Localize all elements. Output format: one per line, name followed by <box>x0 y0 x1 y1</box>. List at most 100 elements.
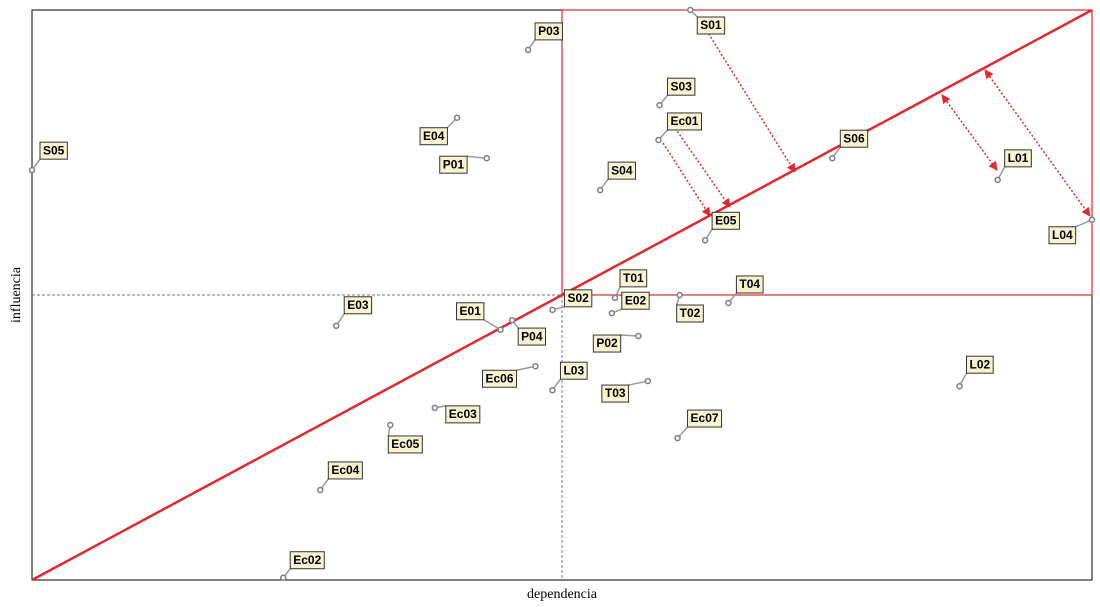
label-box <box>39 141 68 160</box>
point-label: T02 <box>680 306 701 320</box>
point-label: Ec05 <box>391 437 419 451</box>
point <box>524 46 532 54</box>
point-group: S05 <box>28 141 68 174</box>
point <box>611 294 619 302</box>
point <box>453 114 461 121</box>
point <box>317 486 324 494</box>
point <box>596 186 604 194</box>
label-box <box>445 405 481 424</box>
label-box <box>666 112 702 131</box>
point-label: P02 <box>596 336 618 350</box>
point-label: L03 <box>563 363 584 377</box>
point-label: S03 <box>671 79 693 93</box>
point <box>332 322 340 330</box>
arrow <box>699 19 796 173</box>
point-label: P04 <box>521 329 543 343</box>
point <box>497 326 504 334</box>
point-label: S04 <box>611 163 633 177</box>
point <box>549 386 556 394</box>
point <box>656 101 663 109</box>
point-label: Ec07 <box>691 411 719 425</box>
point-group: T03 <box>601 377 652 403</box>
point-group: L04 <box>1048 216 1096 245</box>
label-box <box>696 16 726 35</box>
label-box <box>439 155 468 174</box>
point-group: S02 <box>549 289 593 314</box>
point-group: T02 <box>675 291 704 323</box>
label-box <box>1004 149 1032 168</box>
label-box <box>711 211 740 230</box>
label-box <box>289 551 325 570</box>
label-box <box>563 289 593 308</box>
label-box <box>456 302 485 321</box>
leader-line <box>628 380 649 386</box>
point <box>829 154 836 162</box>
point <box>725 299 732 307</box>
point <box>674 434 681 442</box>
point <box>608 309 616 317</box>
point-group: Ec03 <box>431 404 481 424</box>
label-box <box>735 275 764 294</box>
label-box <box>619 269 648 288</box>
label-box <box>517 327 547 346</box>
point-group: L03 <box>549 361 588 394</box>
point-label: L02 <box>970 357 991 371</box>
point-group: L02 <box>956 355 994 390</box>
point-group: S06 <box>829 129 869 162</box>
point <box>994 176 1001 184</box>
point-group: Ec05 <box>387 421 423 454</box>
point <box>508 316 516 324</box>
label-box <box>607 161 637 180</box>
point-label: E03 <box>347 298 369 312</box>
point-label: P01 <box>443 157 465 171</box>
point-label: T01 <box>623 271 644 285</box>
y-axis-title: influencia <box>9 266 24 323</box>
point-label: S05 <box>43 143 65 157</box>
point <box>532 363 539 370</box>
point-label: S06 <box>843 131 865 145</box>
arrows <box>662 19 1091 217</box>
point-group: P04 <box>508 316 547 346</box>
point-group: S03 <box>656 77 696 109</box>
point-group: E03 <box>332 296 373 330</box>
point-group: P03 <box>524 22 563 54</box>
point-group: P02 <box>592 332 642 353</box>
point-group: Ec01 <box>655 112 702 144</box>
point-label: Ec01 <box>670 114 698 128</box>
point-group: E05 <box>701 211 740 244</box>
label-box <box>621 291 650 310</box>
key-quadrant <box>561 9 1093 296</box>
point <box>28 166 36 174</box>
point <box>676 291 683 299</box>
arrow <box>674 127 731 208</box>
point-label: T03 <box>605 386 626 400</box>
point-label: E02 <box>625 293 647 307</box>
label-box <box>667 77 696 96</box>
label-box <box>559 361 588 380</box>
point-group: E04 <box>419 114 461 146</box>
label-box <box>387 435 423 454</box>
point <box>387 421 394 429</box>
point-label: E05 <box>715 213 737 227</box>
point <box>687 6 694 14</box>
point <box>483 154 490 162</box>
point-label: Ec04 <box>331 463 359 477</box>
arrow <box>662 142 711 217</box>
point <box>635 332 642 340</box>
point-group: T04 <box>725 275 764 307</box>
label-box <box>327 461 363 480</box>
label-box <box>592 334 622 353</box>
point-label: L04 <box>1052 228 1073 242</box>
point-group: E01 <box>456 302 504 334</box>
label-box <box>966 355 994 374</box>
point-label: P03 <box>538 24 560 38</box>
point-group: L01 <box>994 149 1032 184</box>
label-box <box>1048 226 1077 245</box>
point-label: S02 <box>567 291 589 305</box>
point-group: Ec02 <box>279 551 325 581</box>
point-label: T04 <box>739 277 760 291</box>
point-group: Ec06 <box>482 363 539 388</box>
point-group: S01 <box>687 6 726 35</box>
arrow <box>984 69 1091 217</box>
point <box>279 574 287 581</box>
